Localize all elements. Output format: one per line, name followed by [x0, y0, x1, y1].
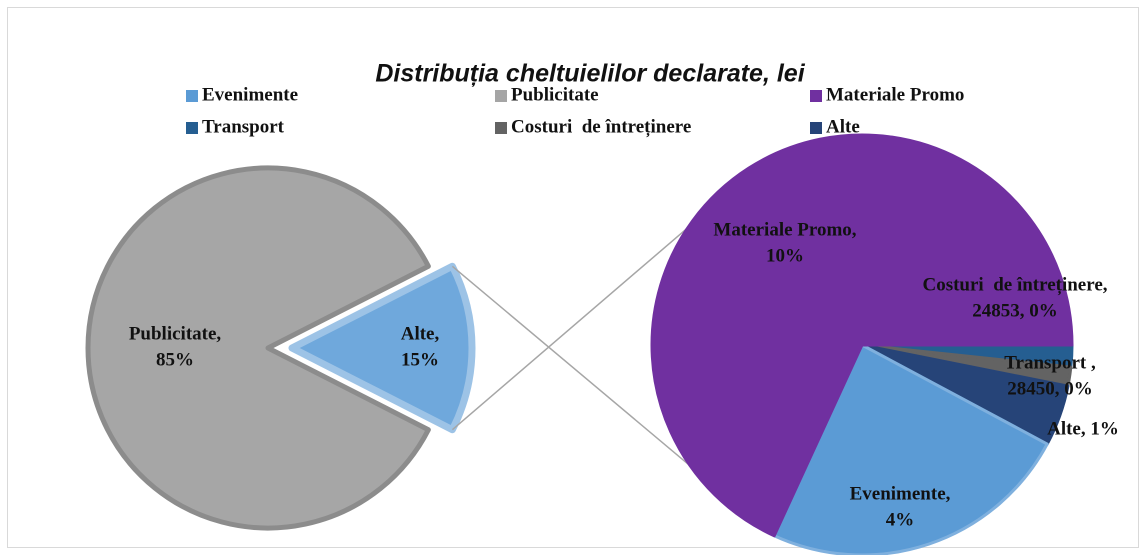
legend-label: Transport: [202, 116, 285, 137]
chart-title: Distribuția cheltuielilor declarate, lei: [375, 60, 805, 88]
data-label: 85%: [156, 349, 194, 370]
pie-slice: [288, 262, 476, 434]
legend-swatch: [186, 90, 198, 102]
legend-label: Alte: [826, 116, 860, 137]
legend-swatch: [810, 122, 822, 134]
data-label: Alte, 1%: [1047, 418, 1119, 439]
data-label: Transport ,: [1004, 352, 1096, 373]
data-label: Materiale Promo,: [713, 219, 856, 240]
pie-slice: [772, 343, 1049, 555]
data-label: 24853, 0%: [972, 300, 1058, 321]
data-label: Alte,: [401, 323, 440, 344]
pie-slice: [650, 133, 1074, 538]
legend-swatch: [495, 122, 507, 134]
pie-slice: [85, 165, 431, 531]
legend-label: Evenimente: [202, 84, 298, 105]
data-label: Costuri de întreținere,: [922, 274, 1107, 295]
data-label: 10%: [766, 245, 804, 266]
data-label: 15%: [401, 349, 439, 370]
data-label: 28450, 0%: [1007, 378, 1093, 399]
data-label: Publicitate,: [129, 323, 222, 344]
legend-swatch: [810, 90, 822, 102]
legend-label: Costuri de întreținere: [511, 116, 691, 137]
data-label: Evenimente,: [850, 483, 951, 504]
legend-swatch: [495, 90, 507, 102]
legend-label: Materiale Promo: [826, 84, 964, 105]
legend-swatch: [186, 122, 198, 134]
data-label: 4%: [886, 509, 915, 530]
legend-label: Publicitate: [511, 84, 599, 105]
